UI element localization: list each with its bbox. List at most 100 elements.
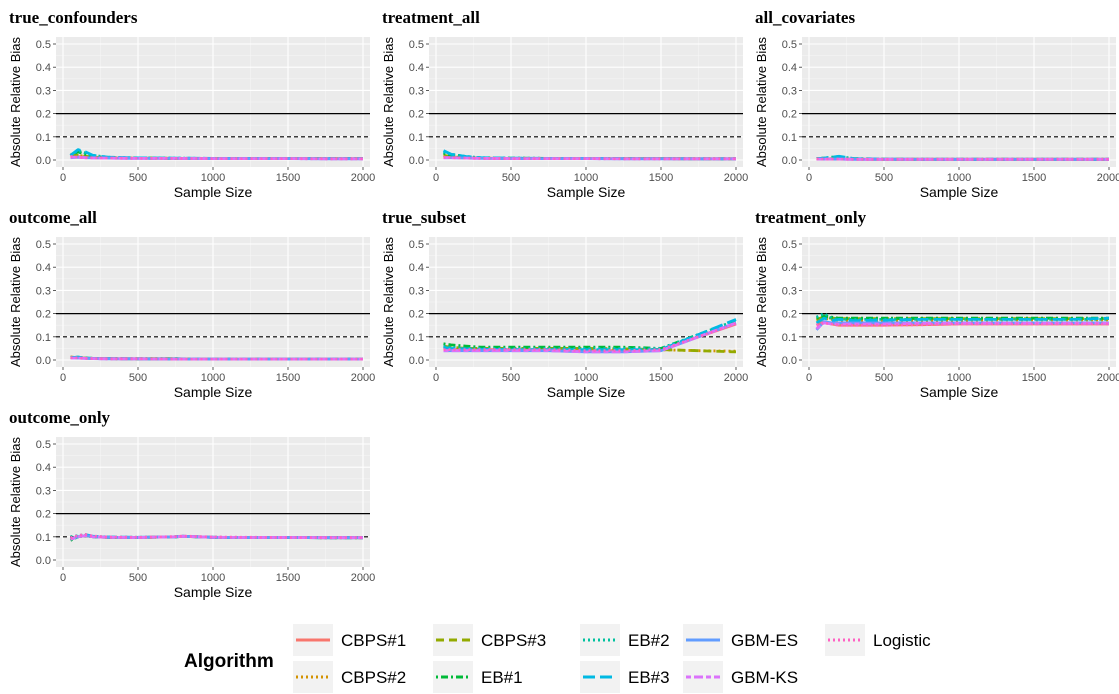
y-axis-label: Absolute Relative Bias	[381, 36, 396, 167]
series-line-logistic	[70, 155, 363, 161]
x-tick-label: 2000	[1097, 172, 1119, 184]
x-tick-label: 500	[129, 172, 147, 184]
x-tick-label: 1500	[649, 172, 673, 184]
series-line-eb1	[816, 314, 1109, 320]
x-tick-label: 1000	[201, 172, 225, 184]
y-tick-label: 0.5	[782, 239, 797, 251]
y-tick-label: 0.2	[36, 509, 51, 521]
x-tick-label: 2000	[351, 372, 375, 384]
series-line-logistic	[816, 157, 1109, 161]
y-tick-label: 0.5	[409, 239, 424, 251]
x-tick-label: 2000	[724, 172, 748, 184]
y-tick-label: 0.3	[782, 85, 797, 97]
x-tick-label: 2000	[1097, 372, 1119, 384]
y-tick-label: 0.3	[36, 485, 51, 497]
y-tick-label: 0.1	[36, 332, 51, 344]
x-tick-label: 1000	[574, 372, 598, 384]
y-tick-label: 0.5	[782, 39, 797, 51]
y-tick-label: 0.0	[782, 355, 797, 367]
series-line-logistic	[70, 533, 363, 540]
panel-true-subset: true_subset 0.0 0.1 0.2 0.3 0.4 0.5 0 500 1000 150…	[381, 208, 748, 400]
y-tick-label: 0.2	[409, 309, 424, 321]
y-tick-label: 0.0	[782, 155, 797, 167]
panel-all-covariates: all_covariates 0.0 0.1 0.2 0.3 0.4 0.5 0 500 1000…	[754, 8, 1119, 200]
panel-treatment-all: treatment_all 0.0 0.1 0.2 0.3 0.4 0.5 0 500 1000 1…	[381, 8, 748, 200]
legend-label: GBM-ES	[731, 631, 798, 650]
x-tick-label: 1000	[947, 372, 971, 384]
y-tick-label: 0.2	[782, 109, 797, 121]
y-tick-label: 0.2	[782, 309, 797, 321]
y-tick-label: 0.5	[36, 439, 51, 451]
series-line-logistic	[816, 321, 1109, 327]
legend-title: Algorithm	[184, 651, 274, 672]
series-line-gbm-ks	[443, 156, 736, 161]
series-line-logistic	[443, 322, 737, 353]
x-axis-label: Sample Size	[174, 384, 253, 400]
x-tick-label: 500	[875, 372, 893, 384]
panel-title: treatment_only	[755, 208, 867, 227]
x-axis-label: Sample Size	[174, 184, 253, 200]
legend-label: EB#1	[481, 668, 523, 687]
x-tick-label: 0	[60, 572, 66, 584]
legend-label: GBM-KS	[731, 668, 798, 687]
panel-outcome-all: outcome_all 0.0 0.1 0.2 0.3 0.4 0.5 0 500 1000 150…	[8, 208, 375, 400]
y-tick-label: 0.4	[36, 262, 51, 274]
y-tick-label: 0.2	[36, 309, 51, 321]
x-tick-label: 0	[806, 172, 812, 184]
y-axis-label: Absolute Relative Bias	[8, 436, 23, 567]
x-tick-label: 1500	[276, 572, 300, 584]
x-tick-label: 500	[129, 372, 147, 384]
y-tick-label: 0.4	[409, 262, 424, 274]
x-tick-label: 1500	[649, 372, 673, 384]
x-tick-label: 0	[433, 372, 439, 384]
x-tick-label: 1000	[201, 372, 225, 384]
y-tick-label: 0.1	[409, 132, 424, 144]
x-tick-label: 1500	[276, 172, 300, 184]
x-tick-label: 1000	[947, 172, 971, 184]
x-tick-label: 500	[502, 172, 520, 184]
y-tick-label: 0.2	[36, 109, 51, 121]
y-tick-label: 0.3	[409, 85, 424, 97]
x-tick-label: 2000	[351, 572, 375, 584]
series-line-gbm-ks	[70, 155, 363, 161]
series-line-logistic	[70, 356, 363, 361]
x-axis-label: Sample Size	[174, 584, 253, 600]
y-tick-label: 0.4	[782, 262, 797, 274]
panel-outcome-only: outcome_only 0.0 0.1 0.2 0.3 0.4 0.5 0 500 1000 15…	[8, 408, 375, 600]
y-axis-label: Absolute Relative Bias	[8, 36, 23, 167]
legend-label: CBPS#2	[341, 668, 406, 687]
y-tick-label: 0.1	[782, 332, 797, 344]
x-tick-label: 1000	[201, 572, 225, 584]
x-tick-label: 2000	[724, 372, 748, 384]
legend-label: EB#2	[628, 631, 670, 650]
y-tick-label: 0.4	[36, 462, 51, 474]
y-tick-label: 0.5	[36, 39, 51, 51]
x-axis-label: Sample Size	[920, 384, 999, 400]
x-tick-label: 0	[60, 172, 66, 184]
panel-title: true_subset	[382, 208, 466, 227]
y-tick-label: 0.3	[36, 285, 51, 297]
panel-title: true_confounders	[9, 8, 138, 27]
x-axis-label: Sample Size	[920, 184, 999, 200]
panel-true-confounders: true_confounders 0.0 0.1 0.2 0.3 0.4 0.5 0 500 10…	[8, 8, 375, 200]
series-line-eb3	[815, 316, 1110, 325]
x-axis-label: Sample Size	[547, 384, 626, 400]
x-axis-label: Sample Size	[547, 184, 626, 200]
series-line-gbm-ks	[70, 356, 363, 361]
y-tick-label: 0.1	[782, 132, 797, 144]
y-tick-label: 0.5	[409, 39, 424, 51]
y-tick-label: 0.1	[409, 332, 424, 344]
y-tick-label: 0.2	[409, 109, 424, 121]
y-tick-label: 0.0	[36, 555, 51, 567]
legend-label: EB#3	[628, 668, 670, 687]
panel-title: treatment_all	[382, 8, 480, 27]
y-tick-label: 0.3	[409, 285, 424, 297]
x-tick-label: 1000	[574, 172, 598, 184]
x-tick-label: 1500	[1022, 372, 1046, 384]
x-tick-label: 500	[875, 172, 893, 184]
x-tick-label: 500	[502, 372, 520, 384]
x-tick-label: 0	[433, 172, 439, 184]
y-tick-label: 0.4	[409, 62, 424, 74]
legend-label: CBPS#1	[341, 631, 406, 650]
